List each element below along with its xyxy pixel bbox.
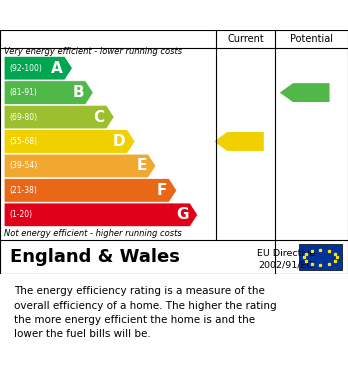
Text: Potential: Potential	[290, 34, 333, 44]
Text: (92-100): (92-100)	[9, 64, 42, 73]
Polygon shape	[4, 203, 198, 227]
Bar	[299, 244, 342, 270]
Polygon shape	[4, 81, 93, 104]
Text: Current: Current	[227, 34, 264, 44]
Text: 2002/91/EC: 2002/91/EC	[259, 260, 314, 269]
Text: E: E	[136, 158, 147, 174]
Polygon shape	[4, 105, 114, 129]
Text: Energy Efficiency Rating: Energy Efficiency Rating	[10, 7, 232, 23]
Text: (55-68): (55-68)	[9, 137, 38, 146]
Text: F: F	[157, 183, 167, 198]
Text: EU Directive: EU Directive	[257, 249, 315, 258]
Text: Very energy efficient - lower running costs: Very energy efficient - lower running co…	[4, 47, 182, 56]
Text: A: A	[51, 61, 63, 75]
Text: (69-80): (69-80)	[9, 113, 38, 122]
Polygon shape	[214, 132, 264, 151]
Text: D: D	[113, 134, 126, 149]
Text: Not energy efficient - higher running costs: Not energy efficient - higher running co…	[4, 229, 182, 238]
Polygon shape	[4, 130, 135, 153]
Text: 85: 85	[305, 86, 325, 100]
Polygon shape	[4, 154, 156, 178]
Text: England & Wales: England & Wales	[10, 248, 180, 266]
Text: 66: 66	[239, 135, 259, 149]
Text: The energy efficiency rating is a measure of the
overall efficiency of a home. T: The energy efficiency rating is a measur…	[14, 286, 277, 339]
Text: (39-54): (39-54)	[9, 161, 38, 170]
Text: B: B	[72, 85, 84, 100]
Text: (81-91): (81-91)	[9, 88, 37, 97]
Text: G: G	[176, 207, 188, 222]
Polygon shape	[4, 179, 177, 202]
Text: (21-38): (21-38)	[9, 186, 37, 195]
Text: (1-20): (1-20)	[9, 210, 32, 219]
Polygon shape	[4, 56, 72, 80]
Text: C: C	[94, 109, 105, 125]
Polygon shape	[280, 83, 330, 102]
